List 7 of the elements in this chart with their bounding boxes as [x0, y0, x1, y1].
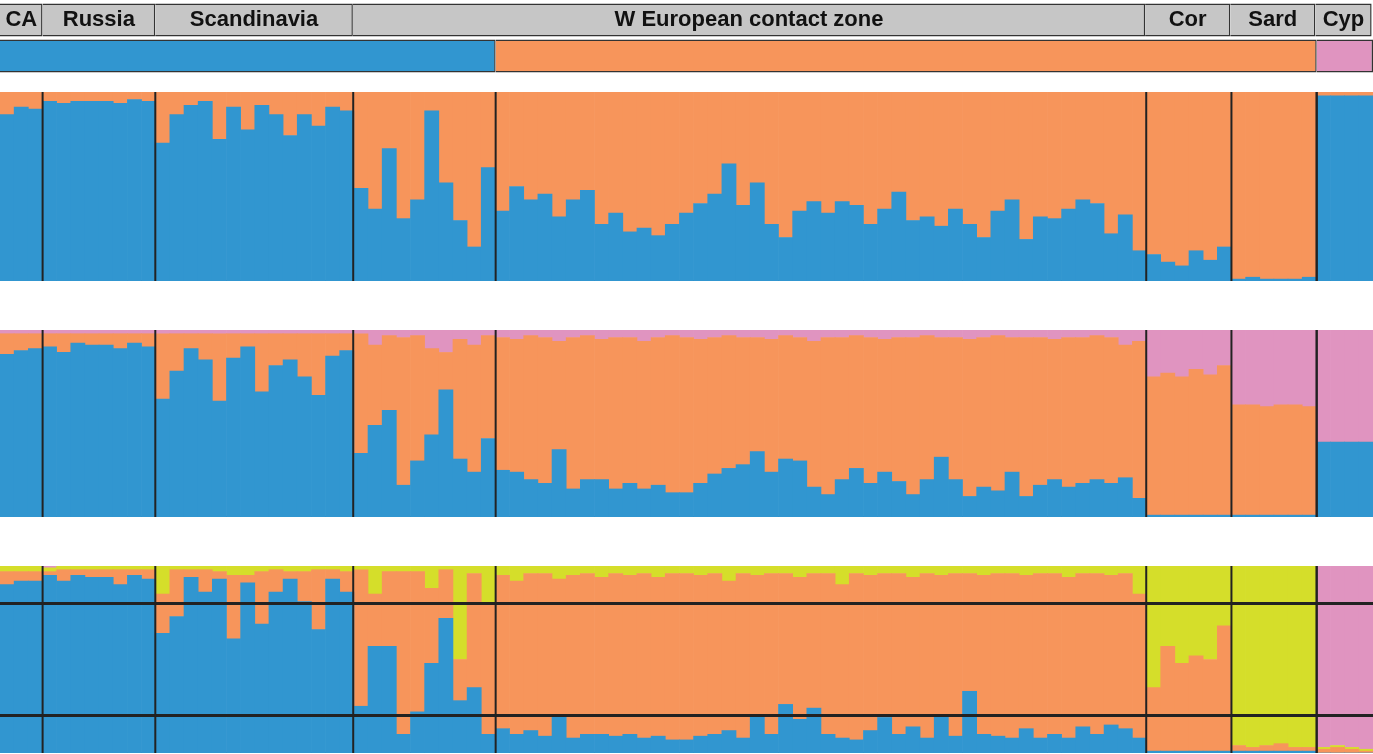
series-label: Cor — [1168, 6, 1208, 32]
series-label: Russia — [62, 6, 136, 32]
series-label: CA — [5, 6, 38, 32]
series-label: Scandinavia — [189, 6, 319, 32]
series-label: Cyp — [1322, 6, 1365, 32]
series-label: Sard — [1248, 6, 1298, 32]
series-label: W European contact zone — [614, 6, 884, 32]
